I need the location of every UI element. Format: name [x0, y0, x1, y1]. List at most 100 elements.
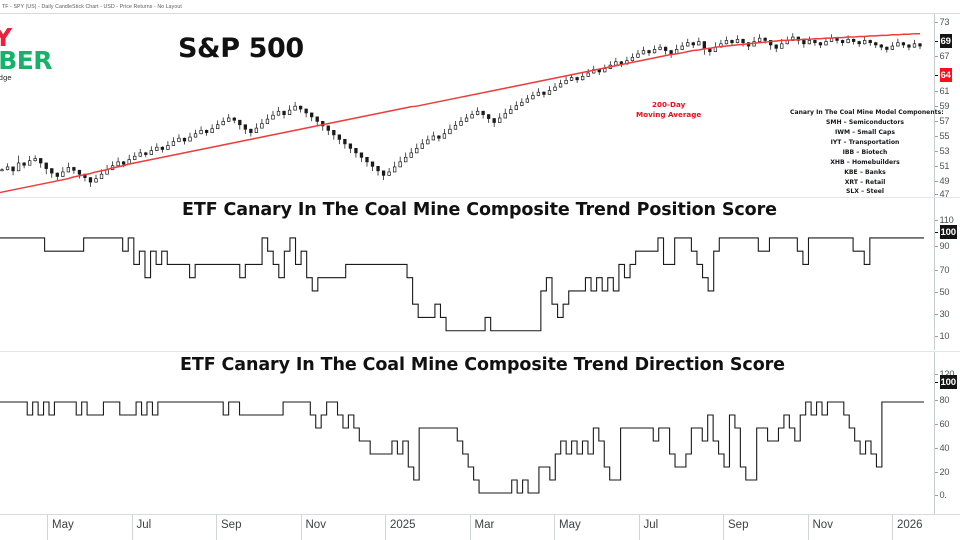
axis-tick: 67: [935, 51, 950, 62]
direction-panel-title: ETF Canary In The Coal Mine Composite Tr…: [180, 355, 785, 375]
panel-divider-2: [0, 351, 960, 352]
component-item: XRT – Retail: [844, 178, 886, 186]
panel-divider-1: [0, 197, 960, 198]
model-components-legend: Canary In The Coal Mine Model Components…: [790, 108, 944, 197]
date-axis-label: Nov: [305, 519, 326, 531]
tick-dash-icon: [935, 373, 938, 375]
price-panel-title: S&P 500: [178, 33, 304, 64]
price-plot-area[interactable]: [0, 14, 934, 197]
tick-label: 69: [939, 34, 952, 48]
tick-dash-icon: [935, 105, 938, 107]
date-axis-tick: Mar: [469, 515, 495, 540]
axis-tick: 70: [935, 265, 950, 276]
date-axis-label: Mar: [474, 519, 495, 531]
axis-tick-ma: 64: [935, 68, 952, 82]
logo-line-2: MBER: [0, 46, 52, 75]
tick-dash-icon: [935, 193, 938, 195]
axis-tick: 10: [935, 331, 950, 342]
tick-label: 57: [939, 116, 950, 126]
axis-tick: 50: [935, 287, 950, 298]
axis-tick: 51: [935, 161, 950, 172]
axis-tick: 47: [935, 189, 950, 200]
date-axis-tick: 2025: [385, 515, 416, 540]
components-list: SMH – Semiconductors IWM – Small Caps IYT …: [790, 118, 940, 197]
date-axis-tick: Nov: [807, 515, 833, 540]
tick-dash-icon: [935, 74, 938, 76]
tick-dash-icon: [935, 180, 938, 182]
component-item: XHB – Homebuilders: [830, 158, 900, 166]
logo-line-1: ILY: [0, 23, 12, 52]
axis-tick-current: 69: [935, 34, 952, 48]
date-axis-label: Sep: [221, 519, 242, 531]
tick-label: 100: [939, 225, 957, 239]
date-axis-label: 2026: [897, 519, 923, 531]
direction-right-axis[interactable]: 120 100 80 60 40 20 0.: [934, 352, 960, 514]
axis-tick: 49: [935, 176, 950, 187]
component-item: SLX – Steel: [846, 188, 884, 196]
tick-dash-icon: [935, 150, 938, 152]
direction-plot-area[interactable]: [0, 352, 934, 514]
tick-label: 70: [939, 265, 950, 275]
date-axis-tick: May: [47, 515, 74, 540]
axis-tick-current: 100: [935, 225, 957, 239]
tick-label: 64: [939, 68, 952, 82]
axis-tick: 110: [935, 215, 954, 226]
window-status-bar: TF - SPY (US) - Daily CandleStick Chart …: [0, 0, 960, 14]
price-panel: [0, 14, 960, 197]
tick-label: 110: [939, 215, 954, 225]
date-axis-tick: Nov: [300, 515, 326, 540]
tick-dash-icon: [935, 335, 938, 337]
component-item: IYT – Transportation: [830, 139, 900, 147]
brand-logo: ILY MBER Howkridge: [0, 23, 94, 82]
component-item: IWM – Small Caps: [834, 129, 896, 137]
tick-dash-icon: [935, 381, 938, 383]
date-axis[interactable]: May Jul Sep Nov 2025 Mar May Jul Sep Nov 2026: [0, 514, 960, 540]
tick-label: 90: [939, 241, 950, 251]
tick-dash-icon: [935, 447, 938, 449]
tick-dash-icon: [935, 165, 938, 167]
tick-dash-icon: [935, 494, 938, 496]
tick-dash-icon: [935, 245, 938, 247]
date-axis-label: May: [52, 519, 74, 531]
axis-tick: 55: [935, 131, 950, 142]
tick-label: 47: [939, 189, 950, 199]
position-plot-area[interactable]: [0, 198, 934, 350]
axis-tick: 0.: [935, 490, 947, 501]
axis-tick: 57: [935, 116, 950, 127]
ma-annotation-line-1: 200-Day: [652, 100, 686, 109]
tick-label: 100: [939, 375, 957, 389]
tick-dash-icon: [935, 90, 938, 92]
date-axis-label: Sep: [728, 519, 749, 531]
date-axis-tick: Sep: [723, 515, 748, 540]
tick-label: 0.: [939, 490, 947, 500]
date-axis-label: Jul: [136, 519, 152, 531]
date-axis-label: 2025: [390, 519, 416, 531]
direction-series-svg: [0, 401, 924, 494]
tick-label: 40: [939, 443, 950, 453]
axis-tick: 80: [935, 395, 950, 406]
axis-tick: 53: [935, 146, 950, 157]
ma-annotation-line-2: Moving Average: [636, 110, 702, 120]
tick-label: 67: [939, 51, 950, 61]
direction-score-panel: [0, 352, 960, 514]
tick-label: 51: [939, 161, 950, 171]
date-axis-tick: May: [554, 515, 581, 540]
axis-tick: 90: [935, 241, 950, 252]
position-score-step-line: [0, 237, 924, 332]
tick-dash-icon: [935, 291, 938, 293]
logo-subtitle: Howkridge: [0, 73, 12, 82]
position-right-axis[interactable]: 110 100 90 70 50 30 10: [934, 198, 960, 350]
date-axis-tick: Sep: [216, 515, 241, 540]
axis-tick: 60: [935, 419, 950, 430]
date-axis-tick: 2026: [892, 515, 923, 540]
tick-dash-icon: [935, 269, 938, 271]
tick-dash-icon: [935, 423, 938, 425]
axis-tick: 20: [935, 467, 950, 478]
date-axis-label: May: [559, 519, 581, 531]
component-item: SMH – Semiconductors: [826, 119, 904, 127]
price-right-axis[interactable]: 73 69 67 64 61 59 57 55 53 51 49 47: [934, 14, 960, 200]
tick-dash-icon: [935, 120, 938, 122]
component-item: IBB – Biotech: [842, 148, 888, 156]
tick-label: 10: [939, 331, 950, 341]
